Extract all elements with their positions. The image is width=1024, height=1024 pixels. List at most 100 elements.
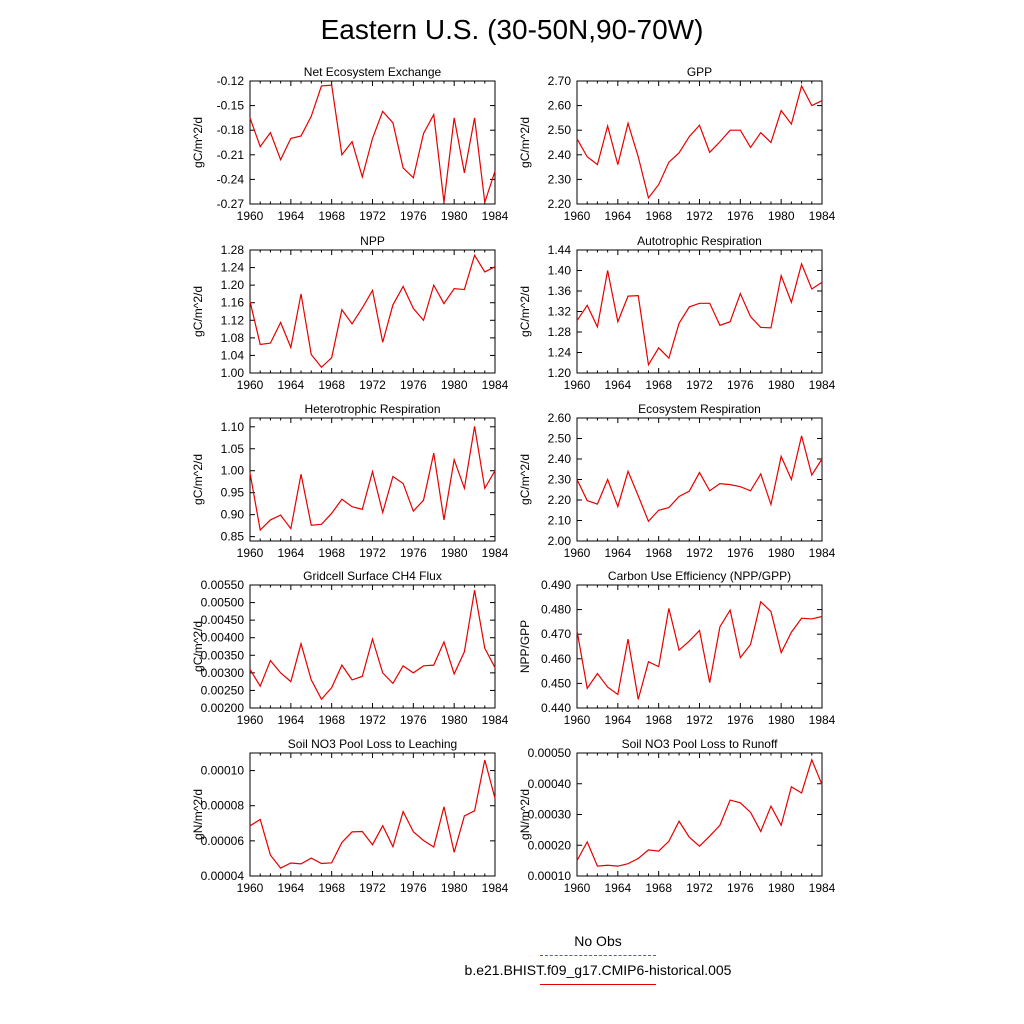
x-tick-label: 1980 xyxy=(441,209,468,223)
series-line-1 xyxy=(576,757,823,867)
chart-title: Soil NO3 Pool Loss to Runoff xyxy=(622,737,779,751)
x-tick-label: 1984 xyxy=(809,881,836,895)
y-tick-label: 0.00040 xyxy=(528,777,572,791)
x-tick-label: 1968 xyxy=(318,881,345,895)
y-tick-label: 2.20 xyxy=(548,493,572,507)
y-tick-label: 2.30 xyxy=(548,172,572,186)
y-tick-label: 1.24 xyxy=(221,261,245,275)
y-axis-label: gN/m^2/d xyxy=(191,789,205,840)
y-tick-label: 0.480 xyxy=(541,603,571,617)
y-tick-label: 0.00200 xyxy=(201,701,245,715)
y-tick-label: -0.15 xyxy=(217,99,245,113)
x-tick-label: 1964 xyxy=(604,209,631,223)
y-tick-label: 0.00450 xyxy=(201,613,245,627)
x-tick-label: 1960 xyxy=(564,546,591,560)
y-axis-label: gC/m^2/d xyxy=(191,621,205,672)
plot-frame xyxy=(576,752,823,877)
chart-title: Gridcell Surface CH4 Flux xyxy=(303,569,442,583)
legend-run-label: b.e21.BHIST.f09_g17.CMIP6-historical.005 xyxy=(464,962,732,978)
chart-panel-9: Soil NO3 Pool Loss to Leaching gN/m^2/d0.… xyxy=(191,737,509,895)
x-tick-label: 1976 xyxy=(727,378,754,392)
y-tick-label: 2.50 xyxy=(548,432,572,446)
y-tick-label: 2.00 xyxy=(548,534,572,548)
x-tick-label: 1984 xyxy=(482,713,509,727)
x-tick-label: 1972 xyxy=(686,378,713,392)
plot-frame xyxy=(576,584,823,709)
plot-frame xyxy=(249,584,496,709)
x-tick-label: 1980 xyxy=(768,209,795,223)
y-tick-label: 2.50 xyxy=(548,123,572,137)
y-tick-label: 0.95 xyxy=(221,486,245,500)
chart-title: Soil NO3 Pool Loss to Leaching xyxy=(288,737,457,751)
x-tick-label: 1984 xyxy=(482,378,509,392)
y-tick-label: -0.24 xyxy=(217,172,245,186)
x-tick-label: 1972 xyxy=(359,881,386,895)
y-tick-label: 1.36 xyxy=(548,284,572,298)
x-tick-label: 1980 xyxy=(768,546,795,560)
chart-panel-1: Net Ecosystem Exchange gC/m^2/d -0.27 -0.24… xyxy=(191,65,509,223)
x-tick-label: 1968 xyxy=(318,378,345,392)
y-tick-label: 1.40 xyxy=(548,264,572,278)
chart-title: GPP xyxy=(687,65,712,79)
plot-frame xyxy=(576,80,823,205)
y-tick-label: 1.08 xyxy=(221,331,245,345)
y-axis-label: gC/m^2/d xyxy=(191,117,205,168)
y-tick-label: 1.12 xyxy=(221,313,245,327)
x-tick-label: 1968 xyxy=(645,713,672,727)
chart-panel-3: NPP gC/m^2/d 1.00 1.04 1.08 1.12 1.16 1.20 1.24 1… xyxy=(191,234,509,392)
x-tick-label: 1980 xyxy=(441,881,468,895)
y-tick-label: 0.00030 xyxy=(528,808,572,822)
y-axis-label: gN/m^2/d xyxy=(518,789,532,840)
x-tick-label: 1980 xyxy=(768,713,795,727)
y-axis-label: gC/m^2/d xyxy=(518,286,532,337)
y-tick-label: 2.60 xyxy=(548,99,572,113)
y-tick-label: 2.60 xyxy=(548,411,572,425)
x-tick-label: 1964 xyxy=(604,546,631,560)
x-tick-label: 1960 xyxy=(237,713,264,727)
y-tick-label: 2.20 xyxy=(548,197,572,211)
y-tick-label: 0.00500 xyxy=(201,596,245,610)
x-tick-label: 1972 xyxy=(686,881,713,895)
x-tick-label: 1960 xyxy=(237,378,264,392)
chart-panel-8: Carbon Use Efficiency (NPP/GPP) NPP/GPP 0.… xyxy=(518,569,836,727)
y-tick-label: 1.28 xyxy=(221,243,245,257)
chart-panel-5: Heterotrophic Respiration gC/m^2/d 0.85 0.9… xyxy=(191,402,509,560)
y-tick-label: 2.70 xyxy=(548,74,572,88)
x-tick-label: 1972 xyxy=(686,713,713,727)
chart-title: NPP xyxy=(360,234,385,248)
y-tick-label: 0.00050 xyxy=(528,746,572,760)
x-tick-label: 1972 xyxy=(359,546,386,560)
x-tick-label: 1976 xyxy=(727,713,754,727)
chart-panel-2: GPP gC/m^2/d 2.20 2.30 2.40 2.50 2.60 2.70 1960 1… xyxy=(518,65,836,223)
y-tick-label: 1.28 xyxy=(548,325,572,339)
x-tick-label: 1964 xyxy=(277,546,304,560)
x-tick-label: 1976 xyxy=(727,546,754,560)
y-tick-label: -0.27 xyxy=(217,197,245,211)
legend-obs-line xyxy=(540,955,656,956)
x-tick-label: 1964 xyxy=(604,378,631,392)
page-title: Eastern U.S. (30-50N,90-70W) xyxy=(320,14,704,45)
y-tick-label: 1.44 xyxy=(548,243,572,257)
y-axis-label: gC/m^2/d xyxy=(191,454,205,505)
series-line-1 xyxy=(249,426,496,532)
chart-panel-10: Soil NO3 Pool Loss to RunoffgN/m^2/d0.00… xyxy=(518,737,836,895)
x-tick-label: 1976 xyxy=(400,209,427,223)
x-tick-label: 1984 xyxy=(809,713,836,727)
x-tick-label: 1968 xyxy=(645,378,672,392)
series-line-1 xyxy=(249,84,496,203)
x-tick-label: 1960 xyxy=(564,713,591,727)
series-line-1 xyxy=(249,759,496,869)
y-tick-label: 0.00006 xyxy=(201,834,245,848)
y-tick-label: 1.32 xyxy=(548,305,572,319)
series-line-1 xyxy=(249,253,496,369)
y-tick-label: 2.30 xyxy=(548,473,572,487)
y-tick-label: 0.90 xyxy=(221,508,245,522)
x-tick-label: 1972 xyxy=(686,546,713,560)
legend-run-line xyxy=(540,984,656,985)
y-tick-label: 0.00008 xyxy=(201,799,245,813)
y-tick-label: 0.00300 xyxy=(201,666,245,680)
x-tick-label: 1964 xyxy=(277,209,304,223)
y-tick-label: 1.20 xyxy=(548,366,572,380)
series-line-1 xyxy=(576,600,823,700)
